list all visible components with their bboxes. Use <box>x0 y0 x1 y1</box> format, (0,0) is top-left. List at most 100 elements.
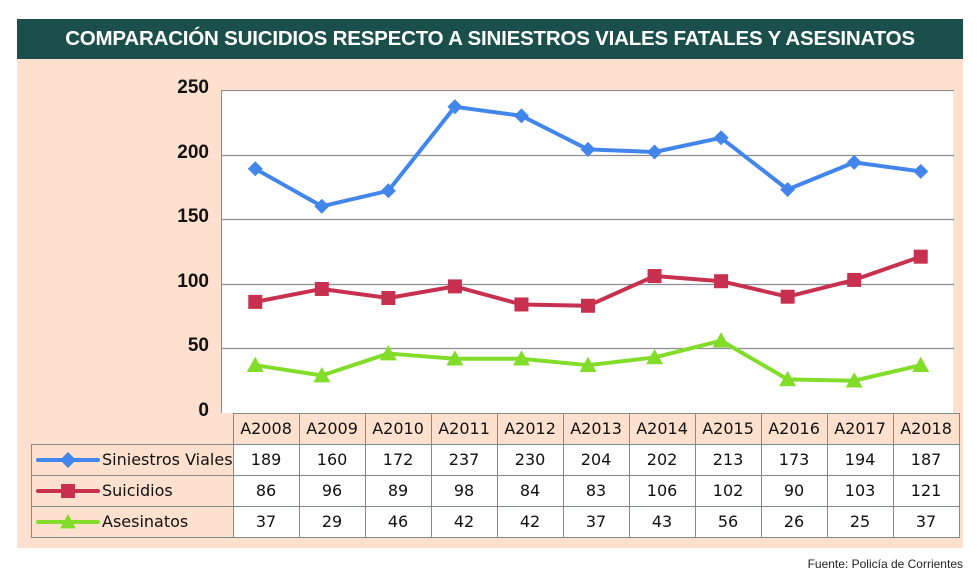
series-line-suicidios <box>254 254 922 308</box>
data-point-asesinatos <box>646 348 664 365</box>
x-tick-label: A2010 <box>364 413 432 445</box>
source-note: Fuente: Policía de Corrientes <box>807 557 963 571</box>
data-label: 213 <box>694 443 762 476</box>
legend-label: Suicidios <box>102 481 173 501</box>
legend-key <box>36 481 100 501</box>
data-point-suicidios <box>314 281 329 296</box>
data-label: 26 <box>760 505 828 538</box>
data-point-suicidios <box>248 294 263 309</box>
data-label: 102 <box>694 474 762 507</box>
data-label: 25 <box>826 505 894 538</box>
data-label: 42 <box>430 505 498 538</box>
x-tick-label: A2013 <box>562 413 630 445</box>
triangle-marker-icon <box>36 513 100 529</box>
data-point-asesinatos <box>712 332 730 348</box>
data-label: 204 <box>562 443 630 476</box>
data-point-siniestros-viales <box>513 108 529 124</box>
data-label: 42 <box>496 505 564 538</box>
y-tick-label: 0 <box>198 400 209 421</box>
data-label: 90 <box>760 474 828 507</box>
line-chart <box>222 90 954 388</box>
legend-entry: Suicidios <box>31 474 234 507</box>
table-header-row: A2008 A2009 A2010 A2011 A2012 A2013 A2014 A2015… <box>31 413 960 445</box>
data-label: 84 <box>496 474 564 507</box>
data-label: 237 <box>430 443 498 476</box>
data-point-asesinatos <box>313 367 331 383</box>
data-point-suicidios <box>381 291 396 306</box>
x-tick-label: A2011 <box>430 413 498 445</box>
table-row: Suicidios 86 96 89 98 84 83 106 102 90 103 121 <box>31 474 960 507</box>
data-point-suicidios <box>847 272 862 287</box>
data-label: 37 <box>892 505 960 538</box>
data-point-siniestros-viales <box>647 144 663 160</box>
x-tick-label: A2014 <box>628 413 696 445</box>
data-label: 103 <box>826 474 894 507</box>
data-point-siniestros-viales <box>380 183 396 199</box>
data-point-asesinatos <box>512 350 530 366</box>
data-label: 98 <box>430 474 498 507</box>
legend-label: Asesinatos <box>102 512 189 532</box>
table-corner <box>31 413 234 444</box>
data-point-suicidios <box>714 274 729 289</box>
data-label: 37 <box>232 505 300 538</box>
data-point-suicidios <box>514 297 529 312</box>
data-label: 37 <box>562 505 630 538</box>
data-point-suicidios <box>647 269 662 284</box>
data-point-asesinatos <box>379 345 397 361</box>
legend-key <box>36 450 100 470</box>
data-label: 29 <box>298 505 366 538</box>
data-point-asesinatos <box>246 356 264 372</box>
data-point-siniestros-viales <box>780 181 796 197</box>
data-point-asesinatos <box>779 370 797 387</box>
data-label: 43 <box>628 505 696 538</box>
data-point-suicidios <box>581 298 595 313</box>
data-point-asesinatos <box>446 350 464 366</box>
legend-entry: Siniestros Viales <box>31 443 234 476</box>
data-label: 230 <box>496 443 564 476</box>
data-point-asesinatos <box>845 372 863 388</box>
data-point-asesinatos <box>912 356 930 372</box>
data-label: 194 <box>826 443 894 476</box>
data-label: 83 <box>562 474 630 507</box>
data-label: 46 <box>364 505 432 538</box>
y-tick-label: 150 <box>177 206 209 228</box>
x-tick-label: A2017 <box>826 413 894 445</box>
square-marker-icon <box>36 483 100 498</box>
data-point-siniestros-viales <box>713 130 729 146</box>
chart-title: COMPARACIÓN SUICIDIOS RESPECTO A SINIEST… <box>17 19 963 59</box>
legend-label: Siniestros Viales <box>102 450 233 470</box>
data-label: 121 <box>892 474 960 507</box>
legend-entry: Asesinatos <box>31 505 234 538</box>
x-tick-label: A2016 <box>760 413 828 445</box>
x-tick-label: A2008 <box>232 413 300 445</box>
diamond-marker-icon <box>36 451 100 468</box>
x-tick-label: A2009 <box>298 413 366 445</box>
data-label: 187 <box>892 443 960 476</box>
data-point-siniestros-viales <box>846 154 862 170</box>
data-point-siniestros-viales <box>913 163 929 179</box>
data-label: 86 <box>232 474 300 507</box>
data-point-suicidios <box>780 289 795 304</box>
data-point-suicidios <box>447 279 462 294</box>
data-label: 89 <box>364 474 432 507</box>
x-tick-label: A2012 <box>496 413 564 445</box>
data-label: 106 <box>628 474 696 507</box>
table-row: Siniestros Viales 189 160 172 237 230 204 202 21… <box>31 443 960 476</box>
x-tick-label: A2018 <box>892 413 960 445</box>
data-label: 160 <box>298 443 366 476</box>
data-point-siniestros-viales <box>247 161 263 177</box>
data-label: 172 <box>364 443 432 476</box>
plot-area <box>221 90 954 413</box>
legend-key <box>36 512 100 532</box>
data-label: 56 <box>694 505 762 538</box>
data-point-asesinatos <box>579 356 597 372</box>
data-point-siniestros-viales <box>580 141 596 157</box>
y-tick-label: 200 <box>177 141 209 163</box>
data-label: 96 <box>298 474 366 507</box>
data-label: 173 <box>760 443 828 476</box>
table-row: Asesinatos 37 29 46 42 42 37 43 56 26 25 37 <box>31 505 960 538</box>
y-tick-label: 100 <box>177 270 209 292</box>
data-label: 189 <box>232 443 300 476</box>
data-point-siniestros-viales <box>314 198 330 214</box>
y-tick-label: 50 <box>187 335 209 357</box>
